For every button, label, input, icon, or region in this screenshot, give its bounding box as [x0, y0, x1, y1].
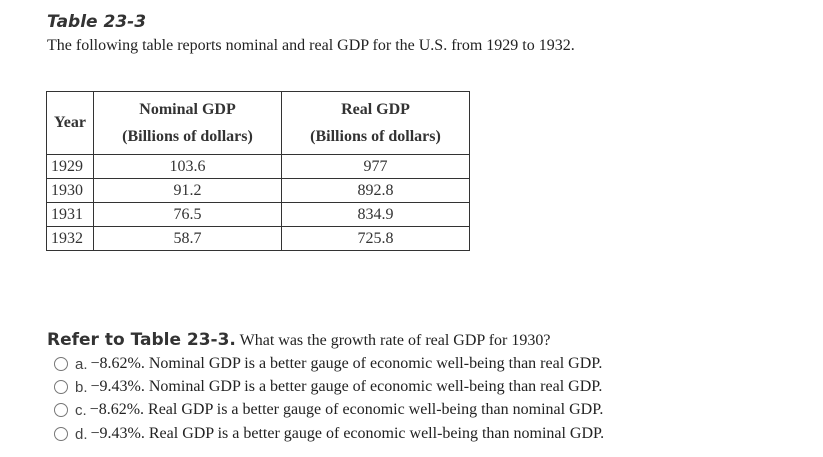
radio-button[interactable]: [54, 403, 68, 417]
option-c[interactable]: c. −8.62%. Real GDP is a better gauge of …: [54, 401, 603, 419]
table-row: 1929 103.6 977: [46, 154, 470, 179]
option-letter: b.: [75, 378, 88, 396]
cell-real: 892.8: [281, 178, 470, 203]
table-row: 1931 76.5 834.9: [46, 202, 470, 227]
cell-real: 977: [281, 154, 470, 179]
header-nominal: Nominal GDP (Billions of dollars): [93, 91, 282, 155]
question-ref: Refer to Table 23-3.: [47, 330, 236, 350]
header-real-line2: (Billions of dollars): [310, 128, 441, 145]
option-text: −9.43%. Real GDP is a better gauge of ec…: [90, 425, 605, 442]
option-a[interactable]: a. −8.62%. Nominal GDP is a better gauge …: [54, 355, 602, 373]
radio-button[interactable]: [54, 380, 68, 394]
cell-real: 834.9: [281, 202, 470, 227]
header-nominal-line1: Nominal GDP: [139, 101, 236, 118]
option-letter: a.: [75, 355, 88, 373]
header-real: Real GDP (Billions of dollars): [281, 91, 470, 155]
table-header-row: Year Nominal GDP (Billions of dollars) Re…: [46, 91, 470, 155]
header-year: Year: [46, 91, 94, 155]
cell-nominal: 76.5: [93, 202, 282, 227]
question-text: What was the growth rate of real GDP for…: [235, 332, 551, 349]
cell-nominal: 91.2: [93, 178, 282, 203]
radio-button[interactable]: [54, 427, 68, 441]
cell-real: 725.8: [281, 226, 470, 251]
header-real-line1: Real GDP: [341, 101, 410, 118]
table-row: 1930 91.2 892.8: [46, 178, 470, 203]
table-row: 1932 58.7 725.8: [46, 226, 470, 251]
intro-text: The following table reports nominal and …: [47, 37, 575, 54]
table-title: Table 23-3: [47, 12, 147, 32]
cell-nominal: 103.6: [93, 154, 282, 179]
radio-button[interactable]: [54, 357, 68, 371]
option-d[interactable]: d. −9.43%. Real GDP is a better gauge of …: [54, 425, 604, 443]
cell-year: 1932: [46, 226, 94, 251]
cell-year: 1930: [46, 178, 94, 203]
option-text: −8.62%. Nominal GDP is a better gauge of…: [90, 355, 603, 372]
cell-year: 1931: [46, 202, 94, 227]
option-text: −8.62%. Real GDP is a better gauge of ec…: [89, 401, 604, 418]
option-b[interactable]: b. −9.43%. Nominal GDP is a better gauge …: [54, 378, 602, 396]
cell-year: 1929: [46, 154, 94, 179]
option-text: −9.43%. Nominal GDP is a better gauge of…: [90, 378, 603, 395]
cell-nominal: 58.7: [93, 226, 282, 251]
question: Refer to Table 23-3. What was the growth…: [47, 330, 550, 350]
option-letter: c.: [75, 401, 87, 419]
gdp-table: Year Nominal GDP (Billions of dollars) Re…: [46, 91, 470, 251]
header-nominal-line2: (Billions of dollars): [122, 128, 253, 145]
option-letter: d.: [75, 425, 88, 443]
